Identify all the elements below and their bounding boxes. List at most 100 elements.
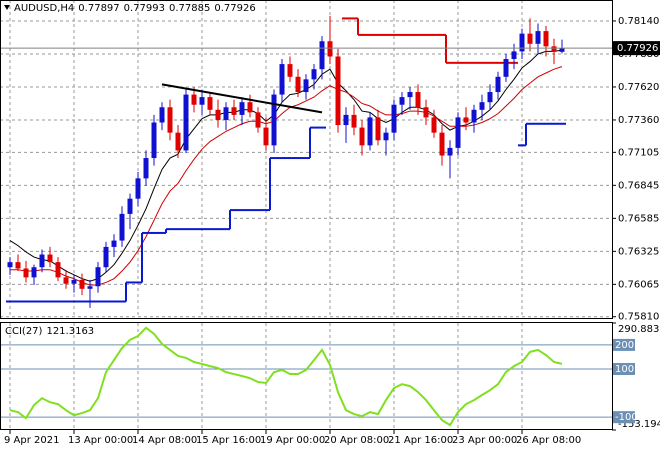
candle-body <box>135 178 141 199</box>
x-tick-label: 15 Apr 16:00 <box>196 435 261 446</box>
level-box <box>613 411 635 424</box>
cci-panel-frame <box>0 322 613 430</box>
candle-body <box>343 114 349 126</box>
candle-body <box>15 262 21 269</box>
indicator-value: 121.3163 <box>46 326 94 337</box>
x-tick-label: 20 Apr 08:00 <box>324 435 389 446</box>
level-box <box>613 338 635 351</box>
candle-body <box>367 117 373 146</box>
price-box-label: 0.77926 <box>617 43 658 54</box>
candle-body <box>391 104 397 133</box>
ohlc-value: 0.77897 <box>78 3 119 14</box>
candle-body <box>295 76 301 93</box>
candle-body <box>471 109 477 123</box>
candle-body <box>303 79 309 93</box>
candle-body <box>215 109 221 120</box>
y-tick-label: 0.75810 <box>618 312 659 323</box>
level-label: 200 <box>615 340 634 351</box>
candle-body <box>31 267 37 278</box>
candle-body <box>223 107 229 120</box>
candle-body <box>103 246 109 268</box>
candle-body <box>167 107 173 133</box>
candle-body <box>183 94 189 151</box>
level-label: -100 <box>615 412 638 423</box>
y-tick-label: 290.8837 <box>618 324 660 335</box>
candle-body <box>47 254 53 263</box>
candle-body <box>535 31 541 44</box>
candle-body <box>327 41 333 57</box>
candle-body <box>479 102 485 110</box>
candle-body <box>7 262 13 268</box>
ohlc-value: 0.77993 <box>124 3 165 14</box>
candle-body <box>519 33 525 52</box>
x-tick-label: 23 Apr 00:00 <box>452 435 517 446</box>
y-tick-label: 0.77105 <box>618 147 659 158</box>
candle-body <box>279 64 285 95</box>
cci-line <box>9 326 563 427</box>
y-tick-label: 0.76845 <box>618 180 659 191</box>
candle-body <box>79 279 85 289</box>
symbol-title: AUDUSD,H4 <box>14 3 74 14</box>
candle-body <box>119 213 125 241</box>
indicator-line <box>9 49 563 282</box>
candle-body <box>175 132 181 151</box>
candle-body <box>271 94 277 146</box>
candle-body <box>383 132 389 141</box>
candle-body <box>463 117 469 123</box>
candle-body <box>319 41 325 70</box>
candle-body <box>311 69 317 80</box>
y-tick-label: 0.76585 <box>618 213 659 224</box>
candle-body <box>543 31 549 47</box>
candle-body <box>359 127 365 146</box>
candle-body <box>151 122 157 159</box>
candle-body <box>95 267 101 287</box>
y-tick-label: 0.78140 <box>618 16 659 27</box>
candle-body <box>431 117 437 133</box>
candle-body <box>407 92 413 98</box>
level-box <box>613 362 635 375</box>
candle-body <box>351 114 357 128</box>
candle-body <box>399 97 405 105</box>
candle-body <box>415 92 421 108</box>
candle-body <box>263 127 269 146</box>
candle-body <box>159 107 165 123</box>
candle-body <box>127 198 133 214</box>
candle-body <box>55 262 61 278</box>
candle-body <box>255 112 261 128</box>
candle-body <box>511 51 517 60</box>
candle-body <box>199 97 205 105</box>
y-tick-label: -153.1947 <box>618 419 660 430</box>
price-panel-frame <box>0 0 613 319</box>
candle-body <box>423 107 429 118</box>
candle-body <box>335 56 341 126</box>
candle-body <box>375 117 381 141</box>
candle-body <box>527 33 533 44</box>
chart-title: AUDUSD,H4 0.77897 0.77993 0.77885 0.77926 <box>14 3 256 14</box>
candle-body <box>71 279 77 284</box>
x-tick-label: 21 Apr 16:00 <box>388 435 453 446</box>
candle-body <box>231 107 237 115</box>
candle-body <box>503 59 509 77</box>
trendline <box>161 83 323 114</box>
x-tick-label: 26 Apr 08:00 <box>516 435 581 446</box>
x-tick-label: 13 Apr 00:00 <box>68 435 133 446</box>
ohlc-value: 0.77926 <box>214 3 255 14</box>
y-tick-label: 0.76325 <box>618 246 659 257</box>
candle-body <box>63 277 69 284</box>
y-tick-label: 0.76065 <box>618 279 659 290</box>
candle-body <box>239 102 245 115</box>
indicator-title: CCI(27) 121.3163 <box>5 326 94 337</box>
candle-body <box>439 132 445 156</box>
indicator-line <box>10 66 563 286</box>
y-tick-label: 0.77620 <box>618 82 659 93</box>
candle-body <box>207 97 213 110</box>
candle-body <box>559 48 565 52</box>
candle-body <box>487 92 493 103</box>
indicator-name: CCI(27) <box>5 326 43 337</box>
x-tick-label: 9 Apr 2021 <box>4 435 59 446</box>
candle-body <box>191 94 197 105</box>
